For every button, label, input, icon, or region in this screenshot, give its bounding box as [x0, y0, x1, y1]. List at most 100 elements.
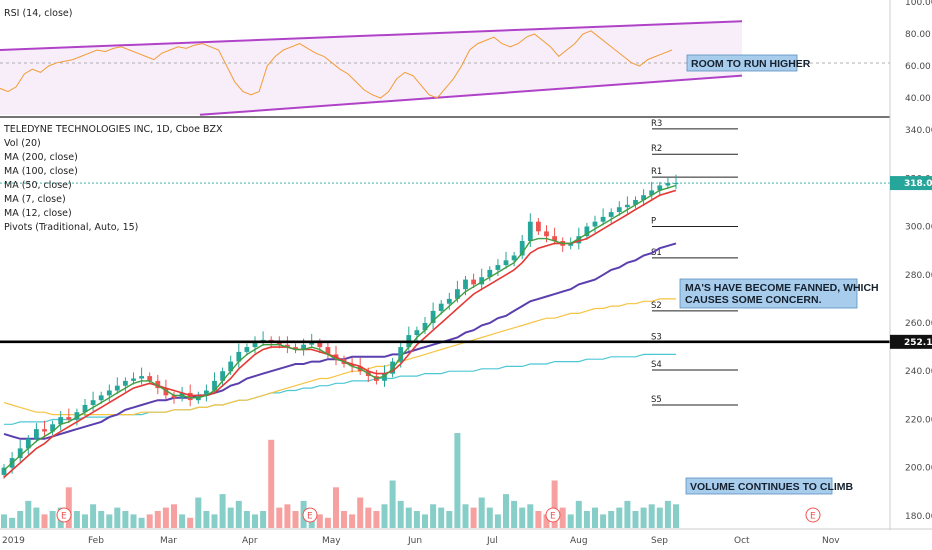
candle-body	[147, 376, 153, 381]
candle-body	[236, 351, 242, 362]
support-price-value: 252.19	[904, 338, 932, 348]
volume-annotation-text: VOLUME CONTINUES TO CLIMB	[690, 481, 854, 493]
volume-bar	[543, 514, 550, 528]
rsi-channel-fill	[0, 21, 742, 115]
legend-ma12: MA (12, close)	[4, 208, 72, 219]
volume-bar	[430, 504, 437, 528]
volume-bar	[494, 514, 501, 528]
price-tick-label: 340.00	[905, 126, 932, 136]
volume-bar	[179, 514, 186, 528]
candle-body	[649, 190, 655, 196]
candle-body	[325, 347, 331, 355]
volume-bar	[446, 511, 453, 528]
candle-body	[503, 260, 509, 266]
volume-bar	[397, 500, 404, 528]
pivot-label-s4: S4	[651, 360, 662, 370]
volume-bar	[583, 511, 590, 528]
earnings-marker-label: E	[810, 512, 816, 522]
legend-vol: Vol (20)	[4, 138, 41, 149]
rsi-label: RSI (14, close)	[4, 8, 72, 19]
candle-body	[131, 378, 136, 381]
volume-bar	[365, 507, 372, 528]
candle-body	[463, 279, 468, 290]
candle-body	[673, 183, 679, 185]
volume-bar	[333, 487, 339, 528]
ma12-line	[3, 189, 677, 478]
pivot-label-r2: R2	[651, 144, 662, 154]
volume-bar	[154, 511, 161, 528]
candle-body	[171, 395, 177, 398]
rsi-line	[0, 30, 673, 99]
candle-body	[212, 380, 217, 391]
price-tick-label: 260.00	[905, 319, 932, 329]
time-axis-ticks: 2019 Feb Mar Apr May Jun Jul Aug Sep Oct Nov	[2, 536, 840, 546]
pivot-label-s3: S3	[651, 332, 662, 342]
volume-bar	[656, 507, 663, 528]
volume-bar	[648, 504, 655, 528]
candle-body	[301, 344, 306, 350]
price-tick-label: 220.00	[905, 416, 932, 426]
volume-bar	[373, 511, 380, 528]
candle-body	[519, 241, 525, 256]
volume-bar	[284, 504, 291, 528]
candle-body	[446, 298, 452, 304]
time-tick-label: Sep	[651, 536, 668, 546]
volume-bar	[664, 500, 671, 528]
time-tick-label: Feb	[88, 536, 104, 546]
candle-body	[66, 417, 72, 420]
volume-bar	[203, 511, 210, 528]
time-tick-label: May	[322, 536, 341, 546]
candle-body	[641, 195, 646, 200]
legend-ma200: MA (200, close)	[4, 152, 78, 163]
volume-bar	[341, 511, 347, 528]
volume-bar	[559, 507, 566, 528]
time-tick-label: Aug	[570, 536, 588, 546]
volume-bar	[592, 507, 598, 528]
candle-body	[139, 376, 144, 379]
candle-body	[1, 467, 7, 475]
volume-bar	[519, 507, 526, 528]
volume-bar	[389, 480, 396, 528]
candle-body	[616, 207, 622, 212]
earnings-marker-label: E	[61, 512, 67, 522]
price-tick-label: 280.00	[905, 271, 932, 281]
volume-bar	[82, 514, 88, 528]
volume-bar	[106, 514, 113, 528]
candle-body	[228, 361, 234, 372]
volume-bar	[171, 504, 177, 528]
volume-bar	[9, 517, 16, 528]
volume-bar	[357, 497, 364, 528]
volume-bar	[511, 500, 518, 528]
volume-bar	[33, 507, 40, 528]
volume-bar	[324, 517, 331, 528]
candle-body	[584, 226, 590, 237]
volume-bar	[632, 511, 639, 528]
candle-body	[495, 265, 501, 270]
time-tick-label: Jun	[407, 536, 422, 546]
volume-bar	[316, 514, 323, 528]
volume-bar	[292, 511, 299, 528]
candle-body	[42, 429, 47, 432]
volume-bar	[503, 494, 509, 528]
candle-body	[276, 342, 282, 345]
volume-bar	[551, 480, 558, 528]
volume-bar	[381, 504, 388, 528]
candle-body	[90, 400, 96, 405]
volume-bar	[243, 511, 250, 528]
volume-bar	[462, 504, 469, 528]
candle-body	[220, 371, 225, 381]
volume-bar	[260, 511, 267, 528]
candle-body	[187, 392, 193, 401]
time-tick-label: Oct	[734, 536, 750, 546]
candle-body	[592, 221, 598, 227]
candle-body	[317, 342, 323, 348]
candle-body	[106, 390, 112, 396]
volume-bar	[575, 500, 582, 528]
time-tick-label: 2019	[2, 536, 25, 546]
candle-body	[252, 342, 258, 348]
legend-ma50: MA (50, close)	[4, 180, 72, 191]
price-tick-label: 180.00	[905, 512, 932, 522]
candle-body	[527, 221, 533, 241]
rsi-pane: RSI (14, close) ROOM TO RUN HIGHER	[0, 0, 890, 116]
